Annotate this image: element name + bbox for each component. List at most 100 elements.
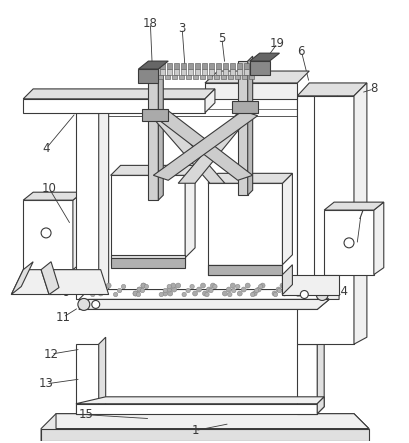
Circle shape [209, 288, 213, 293]
Polygon shape [99, 104, 109, 299]
Polygon shape [230, 63, 235, 69]
Circle shape [252, 291, 257, 296]
Circle shape [172, 287, 177, 292]
Circle shape [300, 291, 308, 299]
Circle shape [106, 283, 111, 288]
Polygon shape [208, 183, 283, 265]
Polygon shape [317, 397, 324, 414]
Polygon shape [283, 173, 292, 265]
Polygon shape [23, 89, 215, 99]
Polygon shape [209, 69, 214, 75]
Circle shape [167, 284, 171, 289]
Circle shape [133, 291, 138, 296]
Polygon shape [324, 210, 374, 275]
Polygon shape [283, 265, 292, 295]
Circle shape [280, 283, 285, 288]
Circle shape [182, 292, 187, 297]
Circle shape [202, 291, 207, 296]
Circle shape [290, 283, 295, 288]
Polygon shape [230, 69, 235, 75]
Polygon shape [148, 69, 158, 200]
Polygon shape [374, 202, 384, 275]
Circle shape [163, 291, 168, 296]
Polygon shape [139, 61, 168, 69]
Circle shape [141, 283, 146, 288]
Circle shape [140, 288, 145, 293]
Polygon shape [188, 69, 193, 75]
Circle shape [98, 291, 103, 296]
Polygon shape [249, 75, 254, 79]
Polygon shape [76, 344, 99, 414]
Text: 9: 9 [62, 286, 70, 299]
Circle shape [121, 284, 126, 289]
Circle shape [258, 284, 263, 289]
Polygon shape [214, 75, 219, 79]
Polygon shape [11, 270, 73, 295]
Circle shape [205, 292, 209, 297]
Circle shape [102, 287, 107, 292]
Polygon shape [56, 414, 369, 428]
Polygon shape [153, 111, 258, 180]
Circle shape [137, 287, 142, 292]
Circle shape [78, 299, 90, 311]
Polygon shape [76, 397, 324, 404]
Polygon shape [79, 290, 329, 299]
Polygon shape [167, 69, 172, 75]
Circle shape [245, 283, 250, 288]
Circle shape [277, 288, 282, 293]
Polygon shape [223, 63, 228, 69]
Circle shape [256, 287, 261, 292]
Polygon shape [232, 101, 258, 113]
Circle shape [117, 288, 122, 293]
Polygon shape [249, 53, 279, 61]
Polygon shape [111, 255, 185, 265]
Text: 5: 5 [218, 32, 226, 45]
Circle shape [304, 284, 308, 289]
Polygon shape [244, 69, 249, 75]
Polygon shape [223, 69, 228, 75]
Circle shape [176, 283, 181, 288]
Circle shape [113, 292, 118, 297]
Polygon shape [181, 69, 186, 75]
Polygon shape [354, 83, 367, 344]
Polygon shape [216, 63, 221, 69]
Polygon shape [178, 113, 253, 183]
Polygon shape [174, 63, 179, 69]
Polygon shape [207, 75, 212, 79]
Polygon shape [148, 113, 225, 183]
Polygon shape [188, 63, 193, 69]
Polygon shape [209, 63, 214, 69]
Polygon shape [205, 71, 309, 83]
Circle shape [186, 288, 190, 293]
Text: 13: 13 [38, 377, 54, 390]
Polygon shape [23, 192, 83, 200]
Circle shape [254, 288, 259, 293]
Circle shape [144, 284, 148, 289]
Polygon shape [76, 404, 317, 414]
Polygon shape [202, 63, 207, 69]
Text: 10: 10 [42, 182, 56, 195]
Polygon shape [153, 111, 253, 180]
Polygon shape [195, 69, 200, 75]
Polygon shape [73, 192, 83, 270]
Circle shape [228, 292, 232, 297]
Polygon shape [237, 63, 242, 69]
Polygon shape [208, 173, 292, 183]
Polygon shape [111, 165, 195, 175]
Polygon shape [174, 69, 179, 75]
Circle shape [168, 291, 173, 296]
Polygon shape [193, 75, 198, 79]
Polygon shape [185, 165, 195, 258]
Polygon shape [205, 83, 297, 99]
Circle shape [167, 287, 172, 292]
Polygon shape [283, 275, 339, 295]
Polygon shape [139, 69, 158, 83]
Polygon shape [237, 69, 242, 75]
Polygon shape [297, 344, 317, 414]
Circle shape [237, 291, 242, 296]
Polygon shape [111, 175, 185, 258]
Polygon shape [23, 200, 73, 270]
Polygon shape [249, 61, 270, 75]
Circle shape [344, 238, 354, 248]
Circle shape [230, 283, 235, 288]
